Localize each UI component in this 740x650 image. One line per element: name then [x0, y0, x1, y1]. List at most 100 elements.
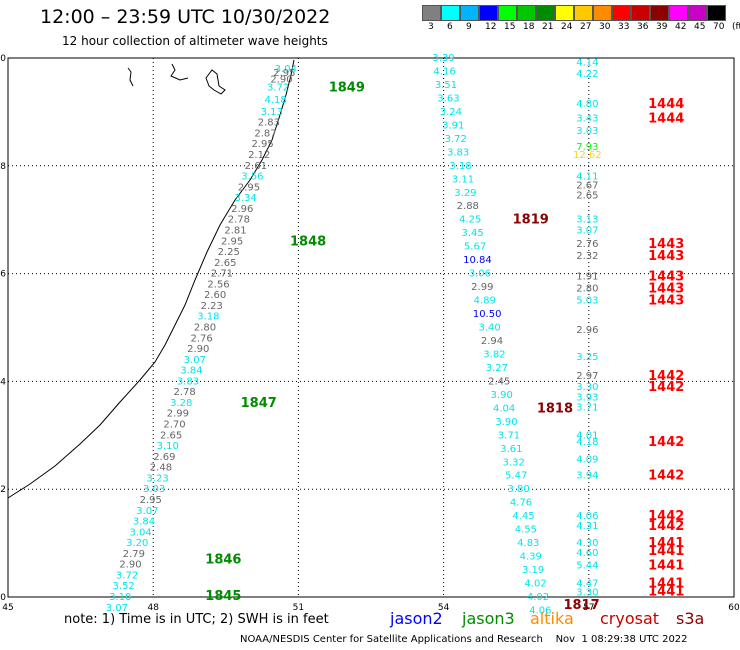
wave-height-value: 3.51 — [435, 80, 457, 91]
wave-height-value: 2.32 — [576, 251, 598, 262]
color-scale-swatch — [555, 5, 574, 21]
color-scale-label: 70 — [713, 22, 725, 32]
wave-height-value: 3.71 — [498, 430, 520, 441]
pass-label: 1441 — [648, 577, 684, 592]
wave-height-value: 2.94 — [481, 336, 503, 347]
wave-height-value: 2.76 — [190, 333, 212, 344]
wave-height-value: 5.44 — [576, 561, 598, 572]
wave-height-value: 2.56 — [207, 279, 229, 290]
wave-height-value: 2.96 — [576, 325, 598, 336]
island-outline — [127, 67, 134, 87]
x-tick-label: 48 — [147, 603, 159, 613]
color-scale-swatch — [441, 5, 460, 21]
island-outline — [170, 63, 189, 81]
pass-label: 1441 — [648, 536, 684, 551]
wave-height-value: 4.18 — [265, 95, 287, 106]
wave-height-value: 2.87 — [254, 128, 276, 139]
pass-label: 1444 — [648, 111, 684, 126]
color-scale-label: 3 — [428, 22, 434, 32]
color-scale-label: 45 — [694, 22, 706, 32]
color-scale-swatch — [669, 5, 688, 21]
pass-label: 1846 — [205, 552, 241, 567]
wave-height-value: 4.76 — [510, 498, 532, 509]
wave-height-value: 10.84 — [463, 255, 492, 266]
wave-height-value: 4.83 — [517, 538, 539, 549]
pass-label: 1443 — [648, 237, 684, 252]
wave-height-value: 3.32 — [503, 457, 525, 468]
pass-label: 1848 — [290, 234, 326, 249]
wave-height-value: 3.72 — [267, 83, 289, 94]
pass-label: 1443 — [648, 282, 684, 297]
wave-height-value: 2.12 — [248, 150, 270, 161]
wave-height-value: 3.30 — [576, 588, 598, 599]
color-scale-swatch — [536, 5, 555, 21]
wave-height-value: 2.99 — [471, 282, 493, 293]
pass-label: 1845 — [205, 589, 241, 604]
wave-height-value: 3.13 — [261, 107, 283, 118]
color-scale-swatch — [517, 5, 536, 21]
color-scale-swatch — [707, 5, 726, 21]
coastline — [7, 59, 295, 499]
wave-height-value: 5.47 — [505, 471, 527, 482]
legend-s3a: s3a — [676, 609, 705, 628]
color-scale-swatch — [422, 5, 441, 21]
pass-label: 1441 — [648, 559, 684, 574]
wave-height-value: 2.95 — [273, 68, 295, 79]
pass-label: 1441 — [648, 585, 684, 600]
color-scale-label: 6 — [447, 22, 453, 32]
chart-title: 12:00 – 23:59 UTC 10/30/2022 — [40, 6, 331, 28]
wave-height-value: 3.91 — [442, 120, 464, 131]
y-tick-label: 8 — [0, 162, 6, 172]
pass-label: 1442 — [648, 369, 684, 384]
wave-height-value: 3.18 — [449, 161, 471, 172]
wave-height-value: 3.94 — [576, 471, 598, 482]
wave-height-value: 10.50 — [473, 309, 502, 320]
color-scale-label: 21 — [542, 22, 554, 32]
wave-height-value: 2.90 — [119, 560, 141, 571]
color-scale-swatch — [498, 5, 517, 21]
wave-height-value: 2.95 — [221, 236, 243, 247]
pass-label: 1442 — [648, 435, 684, 450]
y-tick-label: 10 — [0, 54, 6, 64]
pass-label: 1849 — [329, 81, 365, 96]
pass-label: 1443 — [648, 269, 684, 284]
wave-height-value: 4.55 — [515, 525, 537, 536]
y-tick-label: 2 — [0, 485, 6, 495]
pass-label: 1847 — [241, 396, 277, 411]
wave-height-value: 3.83 — [447, 147, 469, 158]
color-scale-label: 18 — [523, 22, 535, 32]
wave-height-value: 4.25 — [459, 215, 481, 226]
wave-height-value: 3.52 — [113, 581, 135, 592]
wave-height-value: 4.02 — [527, 592, 549, 603]
wave-height-value: 3.93 — [576, 393, 598, 404]
credit-line: NOAA/NESDIS Center for Satellite Applica… — [240, 634, 688, 645]
wave-height-value: 4.89 — [474, 296, 496, 307]
pass-label: 1442 — [648, 509, 684, 524]
color-scale-label: 9 — [466, 22, 472, 32]
wave-height-value: 2.23 — [201, 301, 223, 312]
x-tick-label: 60 — [728, 603, 740, 613]
wave-height-value: 2.69 — [153, 452, 175, 463]
wave-height-value: 4.39 — [520, 552, 542, 563]
wave-height-value: 3.18 — [109, 592, 131, 603]
color-scale-swatch — [460, 5, 479, 21]
legend-jason3: jason3 — [462, 609, 515, 628]
color-scale-label: 36 — [637, 22, 649, 32]
wave-height-value: 5.67 — [464, 242, 486, 253]
wave-height-value: 3.06 — [469, 269, 491, 280]
wave-height-value: 3.80 — [507, 484, 529, 495]
wave-height-value: 3.24 — [440, 107, 462, 118]
wave-height-value: 3.18 — [197, 312, 219, 323]
wave-height-value: 3.28 — [170, 398, 192, 409]
wave-height-value: 4.01 — [576, 430, 598, 441]
x-tick-label: 45 — [2, 603, 13, 613]
wave-height-value: 12.62 — [573, 150, 602, 161]
color-scale-swatch — [593, 5, 612, 21]
wave-height-value: 4.11 — [576, 172, 598, 183]
wave-height-value: 2.88 — [457, 201, 479, 212]
wave-height-value: 2.25 — [218, 247, 240, 258]
wave-height-value: 2.90 — [270, 75, 292, 86]
wave-height-value: 3.40 — [478, 323, 500, 334]
wave-height-value: 3.07 — [576, 225, 598, 236]
pass-label: 1817 — [563, 598, 599, 613]
